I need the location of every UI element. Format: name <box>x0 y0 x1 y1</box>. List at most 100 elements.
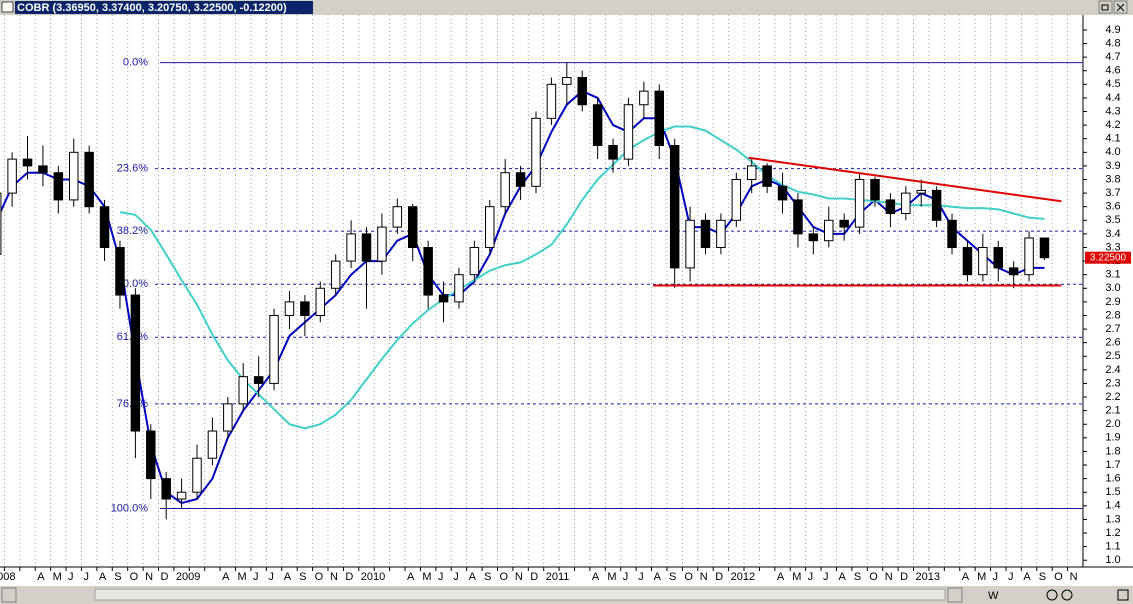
zoom-out[interactable] <box>1046 589 1058 601</box>
candle-body <box>993 246 1003 269</box>
y-tick-label: 2.1 <box>1105 405 1120 417</box>
last-price-label: 3.22500 <box>1090 252 1127 263</box>
x-tick-label: A <box>654 571 662 583</box>
candle-body <box>53 172 64 201</box>
y-tick-label: 4.1 <box>1105 133 1120 145</box>
x-tick-label: J <box>438 571 444 583</box>
title-highlight <box>15 1 313 14</box>
restore-icon <box>1101 4 1109 11</box>
scroll-right[interactable] <box>947 587 963 603</box>
x-tick-label: O <box>499 571 508 583</box>
x-tick-label: M <box>422 571 431 583</box>
candle-body <box>931 189 942 221</box>
candle-body <box>500 172 510 208</box>
candle-body <box>562 77 572 85</box>
candle-body <box>962 246 973 276</box>
axes: 2008AMJJASOND2009AMJJASOND2010AMJJASOND2… <box>0 24 1131 583</box>
x-tick-label: N <box>145 571 153 583</box>
plot-area: 0.0%23.6%38.2%50.0%61.8%76.4%100.0% <box>0 15 1083 567</box>
period-button[interactable]: W <box>988 590 999 602</box>
candle-body <box>223 403 233 432</box>
candle-body <box>608 145 618 160</box>
candle-body <box>700 219 711 248</box>
x-tick-label: D <box>160 571 168 583</box>
y-tick-label: 1.8 <box>1105 445 1120 457</box>
y-tick-label: 3.1 <box>1105 269 1120 281</box>
x-tick-label: J <box>253 571 259 583</box>
y-tick-label: 3.0 <box>1105 282 1120 294</box>
close-icon <box>1116 3 1125 12</box>
x-tick-label: J <box>1008 571 1014 583</box>
y-tick-label: 2.9 <box>1105 296 1120 308</box>
candle-body <box>407 206 418 248</box>
candle-body <box>192 457 202 493</box>
x-tick-label: N <box>1070 571 1078 583</box>
x-tick-label: D <box>715 571 723 583</box>
y-tick-label: 1.4 <box>1105 500 1120 512</box>
y-tick-label: 2.4 <box>1105 364 1120 376</box>
y-tick-label: 1.6 <box>1105 473 1120 485</box>
x-tick-label: N <box>700 571 708 583</box>
candle-body <box>0 192 2 255</box>
candle-body <box>978 246 988 276</box>
x-tick-label: A <box>1023 571 1031 583</box>
y-tick-label: 3.4 <box>1105 228 1120 240</box>
y-tick-label: 1.0 <box>1105 554 1120 566</box>
zoom-in[interactable] <box>1061 589 1073 601</box>
candle-body <box>577 77 587 106</box>
x-tick-label: A <box>592 571 600 583</box>
x-tick-label: 2012 <box>731 571 755 583</box>
y-tick-label: 2.0 <box>1105 418 1120 430</box>
x-tick-label: 2011 <box>546 571 570 583</box>
candle-body <box>885 199 896 215</box>
scroll-thumb[interactable] <box>94 588 946 601</box>
candle-body <box>839 219 849 228</box>
scroll-left[interactable] <box>1 587 17 603</box>
x-tick-label: M <box>607 571 616 583</box>
x-tick-label: M <box>238 571 247 583</box>
candle-body <box>238 376 248 405</box>
x-tick-label: A <box>777 571 785 583</box>
chart-title: COBR (3.36950, 3.37400, 3.20750, 3.22500… <box>17 2 287 14</box>
y-tick-label: 1.7 <box>1105 459 1120 471</box>
candle-body <box>38 165 48 174</box>
window-icon <box>1 1 14 13</box>
candle-body <box>916 189 926 194</box>
candle-body <box>793 199 803 235</box>
y-tick-label: 3.5 <box>1105 214 1120 226</box>
candle-body <box>69 151 79 201</box>
candle-body <box>361 233 372 262</box>
x-tick-label: S <box>484 571 491 583</box>
candle-body <box>300 301 310 316</box>
y-tick-label: 3.3 <box>1105 241 1120 253</box>
candle-body <box>531 117 541 187</box>
candle-body <box>115 246 125 296</box>
candle-body <box>716 219 726 248</box>
candle-body <box>454 274 464 303</box>
fib-label: 0.0% <box>123 56 148 68</box>
x-tick-label: A <box>37 571 45 583</box>
restore-button[interactable] <box>1098 0 1113 14</box>
candle-body <box>7 158 17 194</box>
candle-body <box>777 185 788 201</box>
x-tick-label: J <box>268 571 274 583</box>
candle-body <box>284 301 295 316</box>
y-tick-label: 4.0 <box>1105 146 1120 158</box>
y-tick-label: 1.3 <box>1105 513 1120 525</box>
x-tick-label: N <box>885 571 893 583</box>
candle-body <box>824 219 834 242</box>
x-tick-label: A <box>407 571 415 583</box>
candle-body <box>346 233 356 262</box>
x-tick-label: M <box>53 571 62 583</box>
candle-body <box>870 179 880 201</box>
window-button[interactable] <box>1117 589 1129 601</box>
candle-body <box>639 90 649 106</box>
x-tick-label: 2008 <box>0 571 15 583</box>
x-tick-label: 2009 <box>176 571 200 583</box>
y-tick-label: 1.5 <box>1105 486 1120 498</box>
x-tick-label: D <box>345 571 353 583</box>
candle-body <box>762 165 772 187</box>
candle-body <box>130 294 141 432</box>
candle-body <box>176 491 187 500</box>
candle-body <box>746 165 757 181</box>
